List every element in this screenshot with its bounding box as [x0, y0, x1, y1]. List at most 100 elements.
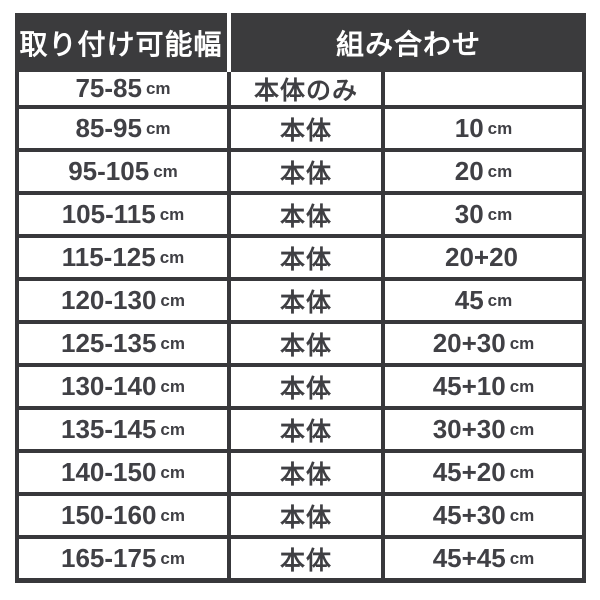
attachment-value: 45+20 — [432, 457, 506, 487]
attachment-cell: 45+45 cm — [385, 539, 582, 578]
body-label: 本体 — [279, 460, 332, 489]
table-row: 125-135 cm 本体 20+30 cm — [19, 320, 582, 363]
attachment-cell: 45+30 cm — [385, 496, 582, 535]
width-value: 130-140 — [61, 371, 157, 401]
attachment-unit: cm — [487, 118, 513, 138]
table-row: 150-160 cm 本体 45+30 cm — [19, 492, 582, 535]
width-unit: cm — [160, 376, 185, 396]
attachment-unit: cm — [487, 290, 513, 310]
attachment-cell: 10 cm — [385, 109, 582, 148]
body-label: 本体 — [279, 288, 332, 317]
width-cell: 75-85 cm — [19, 72, 227, 105]
width-cell: 130-140 cm — [19, 367, 227, 406]
width-value: 85-95 — [75, 113, 142, 143]
body-cell: 本体 — [227, 109, 385, 148]
width-cell: 120-130 cm — [19, 281, 227, 320]
width-unit: cm — [145, 78, 171, 98]
body-cell: 本体 — [227, 324, 385, 363]
attachment-value: 20+20 — [444, 242, 519, 272]
width-unit: cm — [153, 161, 178, 181]
combination-spec-table: 取り付け可能幅 組み合わせ 75-85 cm 本体のみ 85-95 cm 本体 10… — [15, 13, 586, 583]
table-row: 95-105 cm 本体 20 cm — [19, 148, 582, 191]
body-label: 本体 — [279, 546, 332, 575]
body-cell: 本体 — [227, 152, 385, 191]
table-row: 115-125 cm 本体 20+20 — [19, 234, 582, 277]
body-cell: 本体 — [227, 539, 385, 578]
width-cell: 135-145 cm — [19, 410, 227, 449]
attachment-unit: cm — [509, 333, 535, 353]
width-value: 140-150 — [61, 457, 157, 487]
table-row: 135-145 cm 本体 30+30 cm — [19, 406, 582, 449]
attachment-value: 45+30 — [432, 500, 506, 530]
width-value: 120-130 — [61, 285, 157, 315]
body-cell: 本体のみ — [227, 72, 385, 105]
width-value: 165-175 — [61, 543, 157, 573]
table-row: 120-130 cm 本体 45 cm — [19, 277, 582, 320]
attachment-value: 30 — [454, 199, 484, 229]
body-label: 本体 — [279, 374, 332, 403]
body-cell: 本体 — [227, 195, 385, 234]
width-unit: cm — [160, 290, 185, 310]
body-label: 本体 — [279, 503, 332, 532]
width-cell: 125-135 cm — [19, 324, 227, 363]
table-row: 85-95 cm 本体 10 cm — [19, 105, 582, 148]
width-cell: 150-160 cm — [19, 496, 227, 535]
table-header-row: 取り付け可能幅 組み合わせ — [15, 13, 586, 72]
width-cell: 85-95 cm — [19, 109, 227, 148]
attachment-cell: 30+30 cm — [385, 410, 582, 449]
attachment-cell: 45+20 cm — [385, 453, 582, 492]
attachment-value: 45+45 — [432, 543, 506, 573]
table-row: 165-175 cm 本体 45+45 cm — [19, 535, 582, 578]
body-cell: 本体 — [227, 453, 385, 492]
attachment-unit: cm — [487, 204, 513, 224]
table-row: 105-115 cm 本体 30 cm — [19, 191, 582, 234]
attachment-cell: 45+10 cm — [385, 367, 582, 406]
width-value: 75-85 — [75, 73, 142, 103]
width-unit: cm — [159, 204, 185, 224]
width-unit: cm — [160, 548, 185, 568]
body-cell: 本体 — [227, 367, 385, 406]
attachment-cell — [385, 72, 582, 105]
width-unit: cm — [160, 333, 185, 353]
attachment-cell: 20+30 cm — [385, 324, 582, 363]
body-cell: 本体 — [227, 281, 385, 320]
width-value: 135-145 — [61, 414, 157, 444]
body-cell: 本体 — [227, 238, 385, 277]
width-value: 150-160 — [61, 500, 157, 530]
width-unit: cm — [160, 419, 185, 439]
body-label: 本体のみ — [253, 76, 358, 105]
attachment-unit: cm — [509, 462, 535, 482]
width-cell: 140-150 cm — [19, 453, 227, 492]
attachment-value: 20+30 — [432, 328, 506, 358]
header-combination: 組み合わせ — [231, 13, 586, 72]
header-installable-width: 取り付け可能幅 — [15, 13, 227, 72]
width-unit: cm — [145, 118, 171, 138]
width-cell: 115-125 cm — [19, 238, 227, 277]
body-label: 本体 — [279, 202, 332, 231]
attachment-unit: cm — [509, 376, 535, 396]
width-unit: cm — [160, 462, 185, 482]
body-label: 本体 — [279, 417, 332, 446]
body-cell: 本体 — [227, 496, 385, 535]
table-row: 75-85 cm 本体のみ — [19, 72, 582, 105]
attachment-value: 45 — [454, 285, 484, 315]
width-unit: cm — [160, 505, 185, 525]
body-label: 本体 — [279, 116, 332, 145]
width-cell: 95-105 cm — [19, 152, 227, 191]
width-cell: 105-115 cm — [19, 195, 227, 234]
width-value: 125-135 — [61, 328, 157, 358]
width-unit: cm — [159, 247, 185, 267]
attachment-cell: 30 cm — [385, 195, 582, 234]
attachment-value: 10 — [454, 113, 484, 143]
attachment-unit: cm — [509, 548, 535, 568]
body-label: 本体 — [279, 159, 332, 188]
table-row: 130-140 cm 本体 45+10 cm — [19, 363, 582, 406]
width-value: 95-105 — [68, 156, 150, 186]
body-cell: 本体 — [227, 410, 385, 449]
attachment-unit: cm — [487, 161, 513, 181]
attachment-unit: cm — [509, 419, 535, 439]
table-row: 140-150 cm 本体 45+20 cm — [19, 449, 582, 492]
width-cell: 165-175 cm — [19, 539, 227, 578]
attachment-unit: cm — [509, 505, 535, 525]
attachment-cell: 20+20 — [385, 238, 582, 277]
